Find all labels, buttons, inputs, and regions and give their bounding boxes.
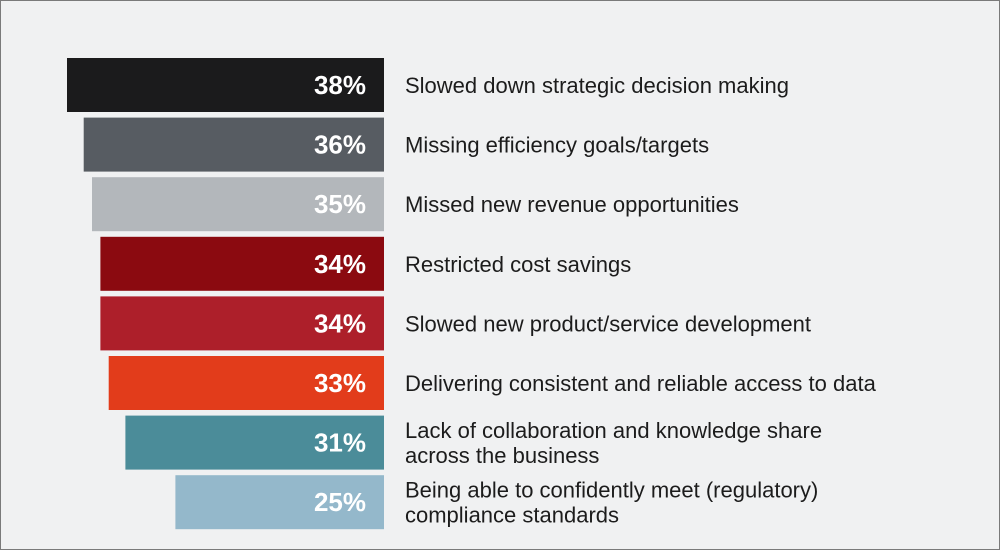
bar-7 [125, 415, 385, 470]
bar-value-label-8: 25% [314, 487, 366, 517]
bar-value-label-4: 34% [314, 249, 366, 279]
bar-value-label-6: 33% [314, 368, 366, 398]
category-label-7: Lack of collaboration and knowledge shar… [405, 418, 822, 468]
bar-5 [100, 296, 385, 351]
bar-value-label-7: 31% [314, 428, 366, 458]
bar-1 [67, 58, 384, 112]
category-label-line: Missing efficiency goals/targets [405, 133, 709, 158]
category-label-5: Slowed new product/service development [405, 311, 811, 336]
category-label-line: Lack of collaboration and knowledge shar… [405, 418, 822, 443]
bar-value-label-2: 36% [314, 130, 366, 160]
category-label-2: Missing efficiency goals/targets [405, 133, 709, 158]
category-label-line: Missed new revenue opportunities [405, 192, 739, 217]
category-label-line: Being able to confidently meet (regulato… [405, 478, 818, 503]
category-label-line: across the business [405, 443, 599, 468]
category-label-8: Being able to confidently meet (regulato… [405, 478, 818, 528]
bar-value-label-3: 35% [314, 189, 366, 219]
category-label-3: Missed new revenue opportunities [405, 192, 739, 217]
category-label-line: Slowed new product/service development [405, 311, 811, 336]
category-label-4: Restricted cost savings [405, 252, 631, 277]
bar-value-label-5: 34% [314, 308, 366, 338]
category-label-line: compliance standards [405, 503, 619, 528]
bar-value-label-1: 38% [314, 70, 366, 100]
category-label-line: Slowed down strategic decision making [405, 73, 789, 98]
category-label-line: Delivering consistent and reliable acces… [405, 371, 877, 396]
bar-2 [83, 117, 384, 172]
category-label-6: Delivering consistent and reliable acces… [405, 371, 877, 396]
bar-8 [175, 475, 384, 530]
bar-6 [108, 356, 384, 410]
category-label-1: Slowed down strategic decision making [405, 73, 789, 98]
bar-3 [92, 177, 384, 232]
bar-4 [100, 236, 385, 291]
category-label-line: Restricted cost savings [405, 252, 631, 277]
